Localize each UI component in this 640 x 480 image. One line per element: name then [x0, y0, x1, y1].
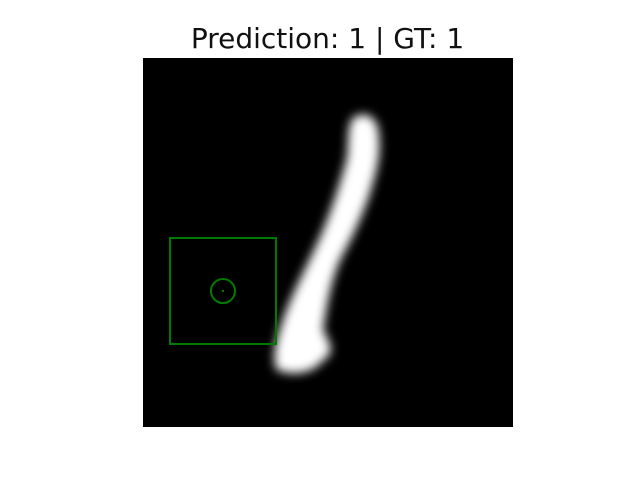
handwritten-digit-image	[143, 58, 513, 427]
image-panel	[143, 58, 513, 427]
digit-stroke	[274, 114, 380, 374]
annotation-center-circle	[210, 278, 236, 304]
annotation-center-dot	[221, 289, 225, 293]
annotation-box	[169, 237, 277, 345]
figure-title: Prediction: 1 | GT: 1	[190, 22, 465, 55]
